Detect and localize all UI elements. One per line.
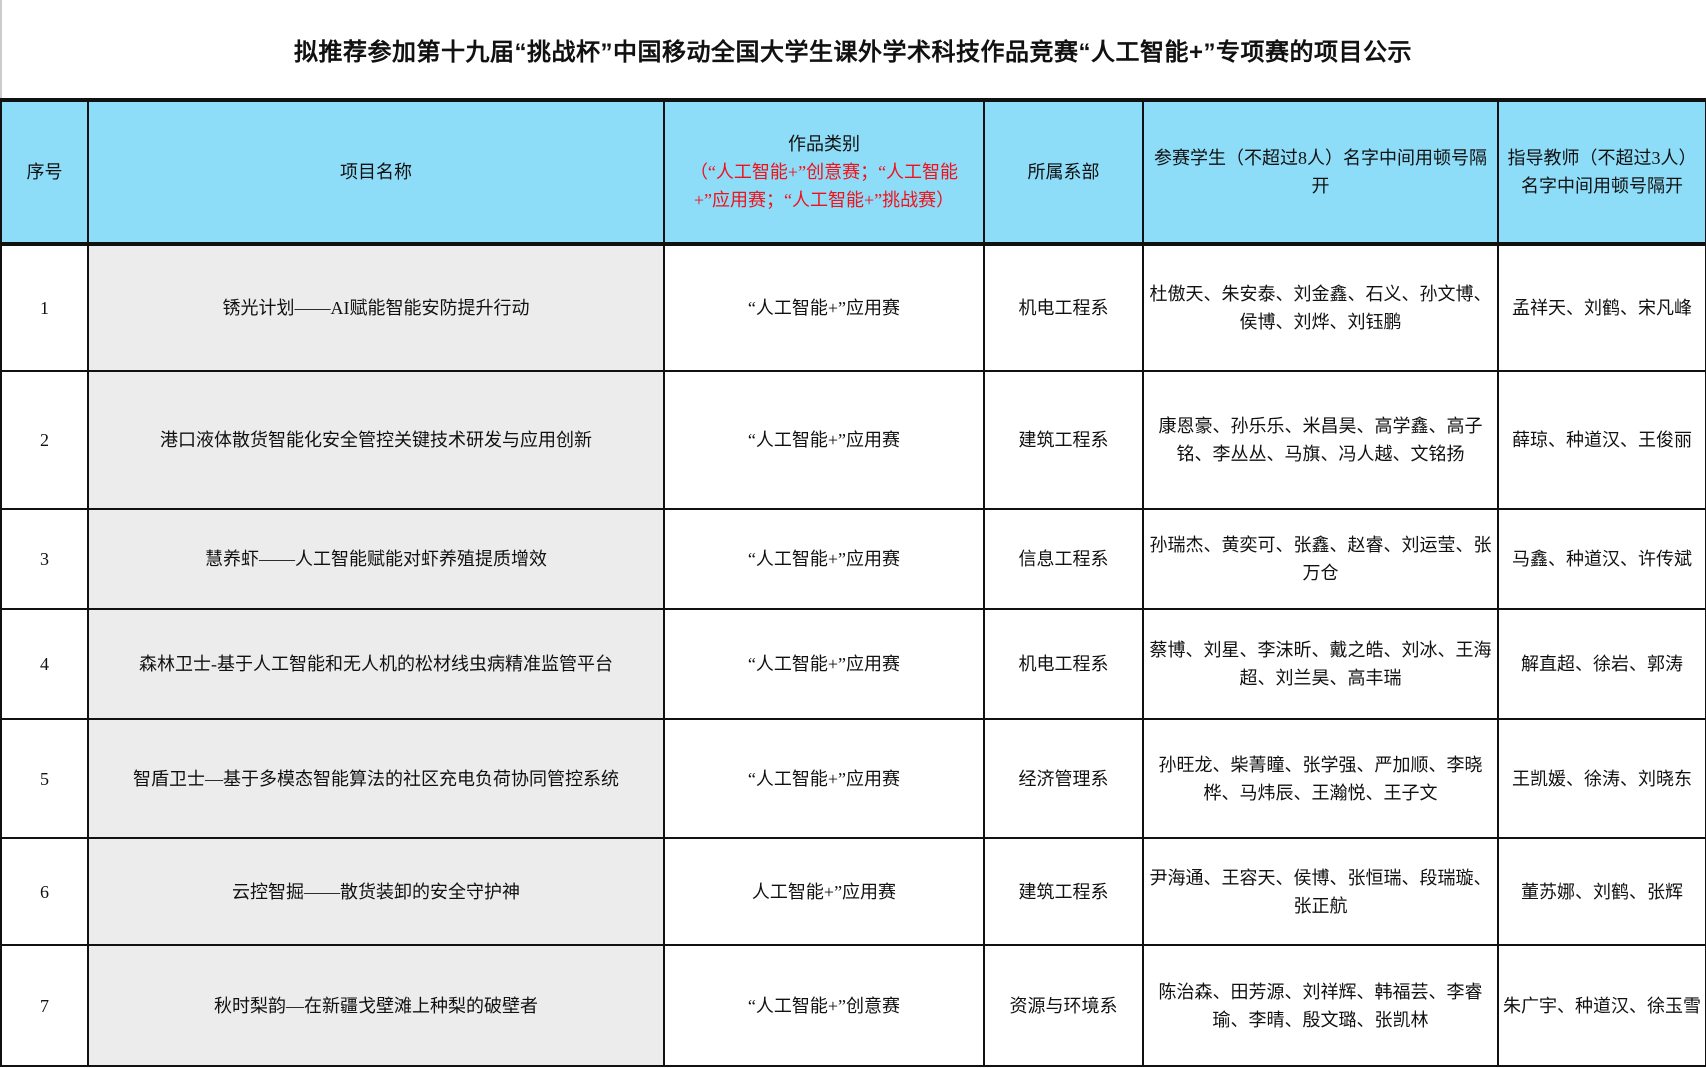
row-index: 2 (0, 370, 89, 510)
header-name: 项目名称 (87, 98, 665, 246)
department: 机电工程系 (983, 608, 1144, 720)
header-students: 参赛学生（不超过8人）名字中间用顿号隔开 (1142, 98, 1499, 246)
table-row: 4 森林卫士-基于人工智能和无人机的松材线虫病精准监管平台 “人工智能+”应用赛 机电… (0, 608, 1706, 720)
teachers: 王凯媛、徐涛、刘晓东 (1497, 718, 1706, 839)
students: 康恩豪、孙乐乐、米昌昊、高学鑫、高子铭、李丛丛、马旗、冯人越、文铭扬 (1142, 370, 1499, 510)
table-row: 2 港口液体散货智能化安全管控关键技术研发与应用创新 “人工智能+”应用赛 建筑工程系… (0, 370, 1706, 510)
sheet-edge (0, 0, 2, 100)
row-index: 7 (0, 944, 89, 1067)
department: 经济管理系 (983, 718, 1144, 839)
project-category: “人工智能+”应用赛 (663, 243, 985, 372)
teachers: 解直超、徐岩、郭涛 (1497, 608, 1706, 720)
project-category: 人工智能+”应用赛 (663, 837, 985, 946)
department: 资源与环境系 (983, 944, 1144, 1067)
teachers: 马鑫、种道汉、许传斌 (1497, 508, 1706, 610)
project-table: 序号 项目名称 作品类别 （“人工智能+”创意赛；“人工智能+”应用赛；“人工智… (0, 98, 1706, 1067)
header-category-label: 作品类别 (788, 134, 860, 154)
project-name: 森林卫士-基于人工智能和无人机的松材线虫病精准监管平台 (87, 608, 665, 720)
table-row: 1 锈光计划——AI赋能智能安防提升行动 “人工智能+”应用赛 机电工程系 杜傲天、朱安… (0, 243, 1706, 372)
row-index: 5 (0, 718, 89, 839)
project-category: “人工智能+”应用赛 (663, 608, 985, 720)
table-row: 6 云控智掘——散货装卸的安全守护神 人工智能+”应用赛 建筑工程系 尹海通、王容天、侯… (0, 837, 1706, 946)
students: 杜傲天、朱安泰、刘金鑫、石义、孙文博、侯博、刘烨、刘钰鹏 (1142, 243, 1499, 372)
header-category: 作品类别 （“人工智能+”创意赛；“人工智能+”应用赛；“人工智能+”挑战赛） (663, 98, 985, 246)
header-row: 序号 项目名称 作品类别 （“人工智能+”创意赛；“人工智能+”应用赛；“人工智… (0, 98, 1706, 246)
table-row: 5 智盾卫士—基于多模态智能算法的社区充电负荷协同管控系统 “人工智能+”应用赛 经济… (0, 718, 1706, 839)
students: 孙旺龙、柴菁瞳、张学强、严加顺、李晓桦、马炜辰、王瀚悦、王子文 (1142, 718, 1499, 839)
project-name: 锈光计划——AI赋能智能安防提升行动 (87, 243, 665, 372)
row-index: 3 (0, 508, 89, 610)
project-name: 秋时梨韵—在新疆戈壁滩上种梨的破壁者 (87, 944, 665, 1067)
row-index: 6 (0, 837, 89, 946)
row-index: 1 (0, 243, 89, 372)
students: 陈治森、田芳源、刘祥辉、韩福芸、李睿瑜、李晴、殷文璐、张凯林 (1142, 944, 1499, 1067)
project-category: “人工智能+”应用赛 (663, 370, 985, 510)
teachers: 朱广宇、种道汉、徐玉雪 (1497, 944, 1706, 1067)
department: 机电工程系 (983, 243, 1144, 372)
table-row: 3 慧养虾——人工智能赋能对虾养殖提质增效 “人工智能+”应用赛 信息工程系 孙瑞杰、黄… (0, 508, 1706, 610)
students: 尹海通、王容天、侯博、张恒瑞、段瑞璇、张正航 (1142, 837, 1499, 946)
students: 蔡博、刘星、李沫昕、戴之皓、刘冰、王海超、刘兰昊、高丰瑞 (1142, 608, 1499, 720)
header-index: 序号 (0, 98, 89, 246)
teachers: 薛琼、种道汉、王俊丽 (1497, 370, 1706, 510)
header-category-note: （“人工智能+”创意赛；“人工智能+”应用赛；“人工智能+”挑战赛） (689, 162, 959, 210)
project-category: “人工智能+”应用赛 (663, 508, 985, 610)
header-department: 所属系部 (983, 98, 1144, 246)
project-name: 港口液体散货智能化安全管控关键技术研发与应用创新 (87, 370, 665, 510)
project-name: 慧养虾——人工智能赋能对虾养殖提质增效 (87, 508, 665, 610)
teachers: 董苏娜、刘鹤、张辉 (1497, 837, 1706, 946)
project-name: 云控智掘——散货装卸的安全守护神 (87, 837, 665, 946)
page-title: 拟推荐参加第十九届“挑战杯”中国移动全国大学生课外学术科技作品竞赛“人工智能+”… (293, 39, 1412, 66)
project-category: “人工智能+”创意赛 (663, 944, 985, 1067)
header-teachers: 指导教师（不超过3人）名字中间用顿号隔开 (1497, 98, 1706, 246)
department: 建筑工程系 (983, 370, 1144, 510)
department: 信息工程系 (983, 508, 1144, 610)
project-category: “人工智能+”应用赛 (663, 718, 985, 839)
table-row: 7 秋时梨韵—在新疆戈壁滩上种梨的破壁者 “人工智能+”创意赛 资源与环境系 陈治森、田… (0, 944, 1706, 1067)
teachers: 孟祥天、刘鹤、宋凡峰 (1497, 243, 1706, 372)
department: 建筑工程系 (983, 837, 1144, 946)
project-name: 智盾卫士—基于多模态智能算法的社区充电负荷协同管控系统 (87, 718, 665, 839)
row-index: 4 (0, 608, 89, 720)
students: 孙瑞杰、黄奕可、张鑫、赵睿、刘运莹、张万仓 (1142, 508, 1499, 610)
